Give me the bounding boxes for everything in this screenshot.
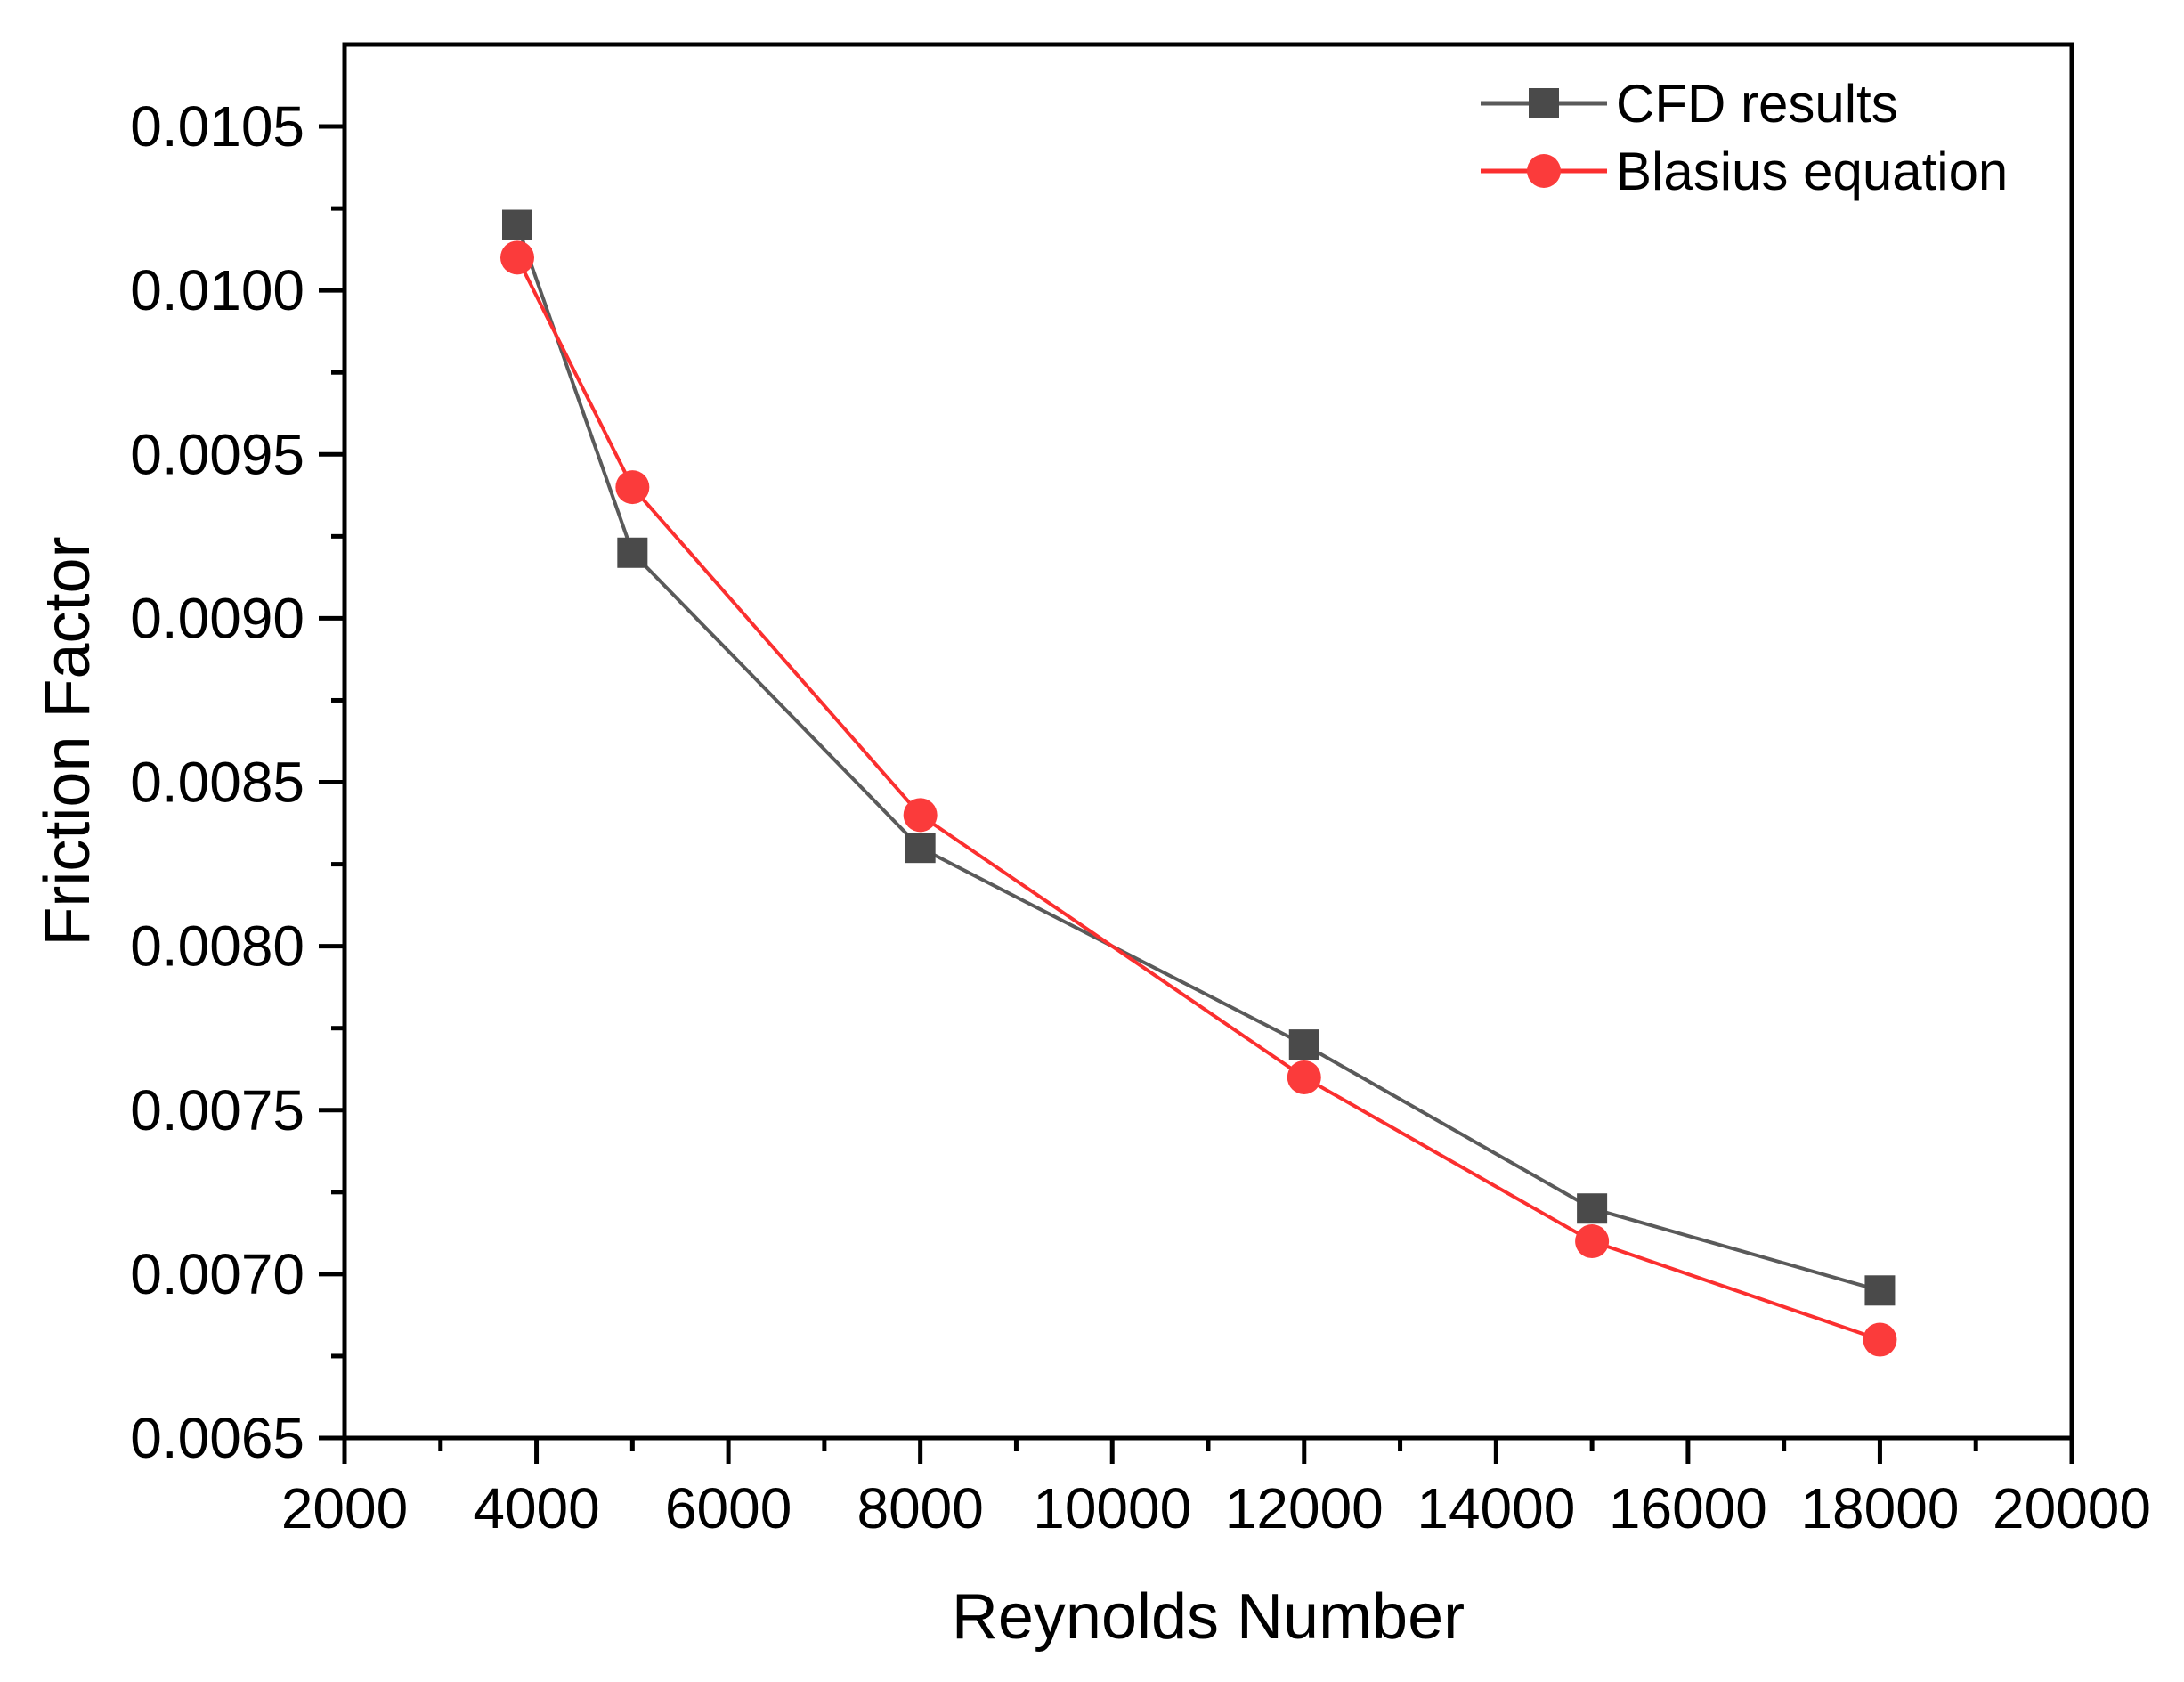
x-axis-tick-label: 14000 — [1417, 1476, 1575, 1540]
y-axis-tick-label: 0.0070 — [130, 1242, 304, 1306]
y-axis-tick-label: 0.0085 — [130, 751, 304, 815]
legend-label-cfd-results: CFD results — [1616, 74, 1898, 134]
legend-marker-blasius-equation — [1527, 154, 1561, 188]
y-axis-tick-label: 0.0065 — [130, 1406, 304, 1470]
x-axis-tick-label: 16000 — [1609, 1476, 1767, 1540]
y-axis-tick-label: 0.0080 — [130, 914, 304, 979]
y-axis-tick-label: 0.0075 — [130, 1078, 304, 1142]
y-axis-tick-label: 0.0095 — [130, 422, 304, 486]
data-point-blasius-equation — [1863, 1322, 1897, 1357]
y-axis-tick-label: 0.0090 — [130, 586, 304, 650]
x-axis-tick-label: 6000 — [665, 1476, 792, 1540]
data-point-blasius-equation — [500, 240, 534, 275]
x-axis-tick-label: 10000 — [1033, 1476, 1191, 1540]
data-point-cfd-results — [905, 833, 936, 864]
plot-frame — [342, 42, 2074, 1441]
data-point-cfd-results — [1577, 1193, 1608, 1224]
data-point-blasius-equation — [1575, 1224, 1610, 1259]
x-axis-tick-label: 18000 — [1800, 1476, 1959, 1540]
data-point-blasius-equation — [903, 798, 938, 833]
data-point-blasius-equation — [615, 470, 650, 505]
y-axis-tick-label: 0.0100 — [130, 258, 304, 322]
y-axis-title: Friction Factor — [32, 536, 103, 946]
data-point-cfd-results — [502, 209, 532, 240]
x-axis-title: Reynolds Number — [952, 1581, 1465, 1653]
data-point-cfd-results — [1864, 1275, 1896, 1306]
series-line-blasius-equation — [516, 256, 1881, 1342]
data-point-cfd-results — [617, 537, 648, 568]
data-point-blasius-equation — [1287, 1060, 1321, 1094]
x-axis-tick-label: 2000 — [281, 1476, 408, 1540]
legend-marker-cfd-results — [1529, 88, 1559, 118]
x-axis-tick-label: 4000 — [473, 1476, 599, 1540]
x-axis-tick-label: 8000 — [857, 1476, 983, 1540]
legend-label-blasius-equation: Blasius equation — [1616, 142, 2008, 201]
y-axis-tick-label: 0.0105 — [130, 94, 304, 158]
x-axis-tick-label: 12000 — [1225, 1476, 1384, 1540]
data-point-cfd-results — [1288, 1029, 1319, 1060]
x-axis-tick-label: 20000 — [1993, 1476, 2151, 1540]
